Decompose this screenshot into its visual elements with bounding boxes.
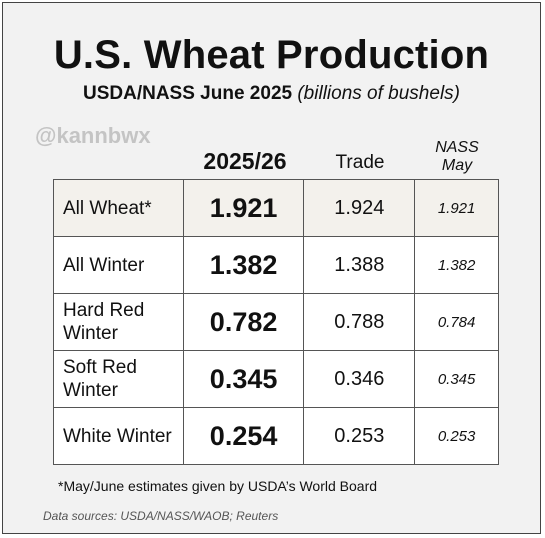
watermark-handle: @kannbwx xyxy=(35,123,151,148)
row-label: All Wheat* xyxy=(53,179,184,237)
nass-may-value: 1.921 xyxy=(414,179,499,237)
nass-may-value: 0.345 xyxy=(414,350,499,408)
footnote: *May/June estimates given by USDA’s Worl… xyxy=(58,478,378,494)
column-header-estimate: 2025/26 xyxy=(203,148,287,174)
trade-value: 1.388 xyxy=(303,236,416,294)
table-row: Hard Red Winter 0.782 0.788 0.784 xyxy=(53,293,499,351)
chart-card: U.S. Wheat Production USDA/NASS June 202… xyxy=(2,2,541,534)
table-body: All Wheat* 1.921 1.924 1.921 All Winter 1.382… xyxy=(53,179,499,465)
nass-may-value: 1.382 xyxy=(414,236,499,294)
trade-value: 0.253 xyxy=(303,407,416,465)
table-row: All Wheat* 1.921 1.924 1.921 xyxy=(53,179,499,237)
chart-subtitle: USDA/NASS June 2025 (billions of bushels… xyxy=(3,83,540,105)
column-header-trade: Trade xyxy=(335,152,385,173)
estimate-value: 0.345 xyxy=(182,350,305,408)
data-sources: Data sources: USDA/NASS/WAOB; Reuters xyxy=(43,509,279,523)
row-label: Hard Red Winter xyxy=(53,293,184,351)
table-row: White Winter 0.254 0.253 0.253 xyxy=(53,407,499,465)
trade-value: 0.346 xyxy=(303,350,416,408)
column-header-nass-may: NASS May xyxy=(415,139,499,175)
estimate-value: 0.254 xyxy=(182,407,305,465)
data-table: All Wheat* 1.921 1.924 1.921 All Winter 1.382… xyxy=(53,179,499,465)
estimate-value: 0.782 xyxy=(182,293,305,351)
trade-value: 1.924 xyxy=(303,179,416,237)
estimate-value: 1.382 xyxy=(182,236,305,294)
table-row: Soft Red Winter 0.345 0.346 0.345 xyxy=(53,350,499,408)
column-header-nass-line1: NASS xyxy=(435,139,479,156)
subtitle-source: USDA/NASS June 2025 xyxy=(83,83,293,104)
row-label: All Winter xyxy=(53,236,184,294)
row-label: Soft Red Winter xyxy=(53,350,184,408)
nass-may-value: 0.784 xyxy=(414,293,499,351)
estimate-value: 1.921 xyxy=(182,179,305,237)
table-row: All Winter 1.382 1.388 1.382 xyxy=(53,236,499,294)
nass-may-value: 0.253 xyxy=(414,407,499,465)
row-label: White Winter xyxy=(53,407,184,465)
column-header-nass-line2: May xyxy=(441,157,473,174)
chart-title: U.S. Wheat Production xyxy=(53,33,490,77)
trade-value: 0.788 xyxy=(303,293,416,351)
subtitle-units: (billions of bushels) xyxy=(297,83,460,104)
